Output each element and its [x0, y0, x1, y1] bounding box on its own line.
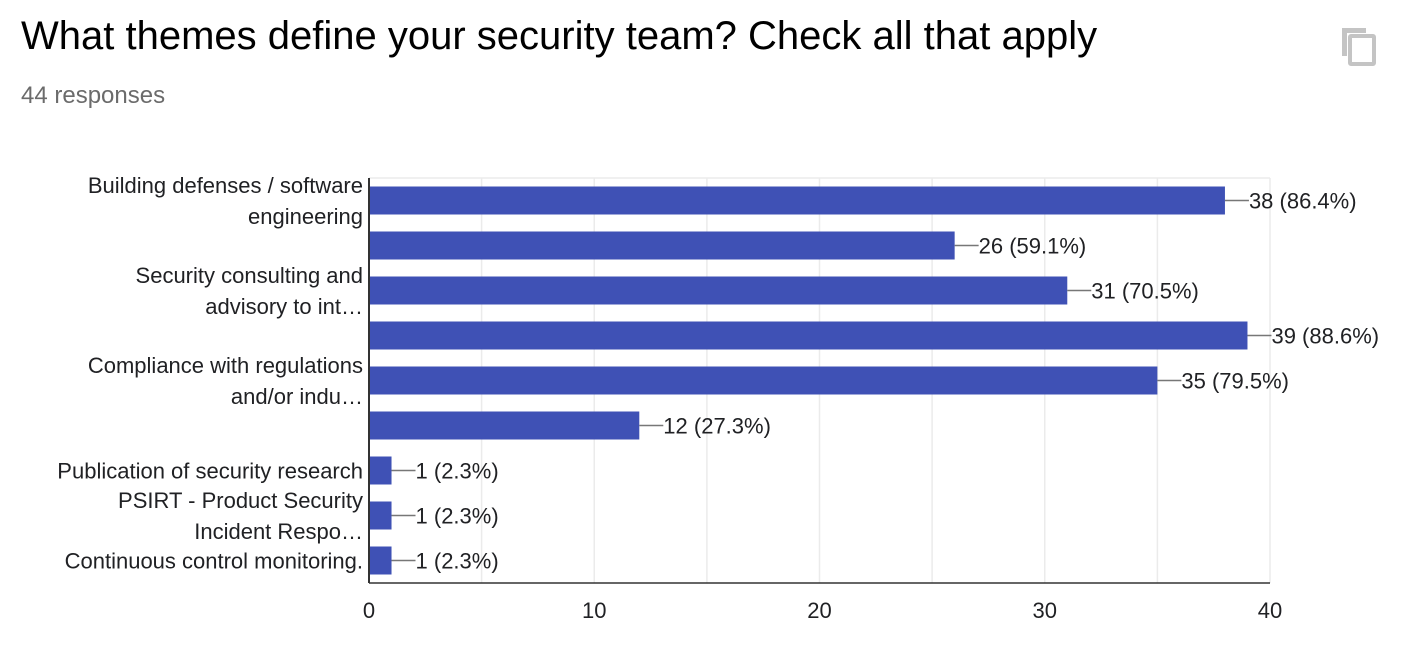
category-label: Building defenses / software [88, 173, 363, 198]
chart-title: What themes define your security team? C… [21, 14, 1098, 58]
bar [369, 186, 1225, 215]
bar [369, 366, 1158, 395]
data-label: 12 (27.3%) [663, 414, 771, 439]
bar [369, 276, 1068, 305]
x-tick-label: 30 [1033, 598, 1057, 623]
data-label: 39 (88.6%) [1271, 324, 1379, 349]
data-label: 38 (86.4%) [1249, 189, 1357, 214]
x-tick-label: 10 [582, 598, 606, 623]
x-tick-label: 40 [1258, 598, 1282, 623]
bar [369, 456, 392, 485]
x-tick-label: 20 [807, 598, 831, 623]
category-label: Publication of security research [57, 459, 363, 484]
category-label: engineering [248, 204, 363, 229]
data-label: 1 (2.3%) [416, 549, 499, 574]
bar [369, 231, 955, 260]
response-count: 44 responses [21, 82, 166, 109]
data-label: 26 (59.1%) [979, 234, 1087, 259]
category-label: Continuous control monitoring. [65, 549, 363, 574]
data-label: 31 (70.5%) [1091, 279, 1199, 304]
bar [369, 321, 1248, 350]
category-label: Security consulting and [136, 263, 363, 288]
category-label: advisory to int… [205, 294, 363, 319]
bar [369, 411, 640, 440]
data-label: 1 (2.3%) [416, 459, 499, 484]
x-tick-label: 0 [363, 598, 375, 623]
category-label: PSIRT - Product Security [118, 488, 363, 513]
category-label: Compliance with regulations [88, 353, 363, 378]
data-label: 35 (79.5%) [1181, 369, 1289, 394]
bar [369, 501, 392, 530]
data-label: 1 (2.3%) [416, 504, 499, 529]
bar [369, 546, 392, 575]
copy-chart-button[interactable] [1336, 24, 1380, 68]
category-label: Incident Respo… [194, 519, 363, 544]
category-label: and/or indu… [231, 384, 363, 409]
copy-icon [1342, 28, 1376, 66]
